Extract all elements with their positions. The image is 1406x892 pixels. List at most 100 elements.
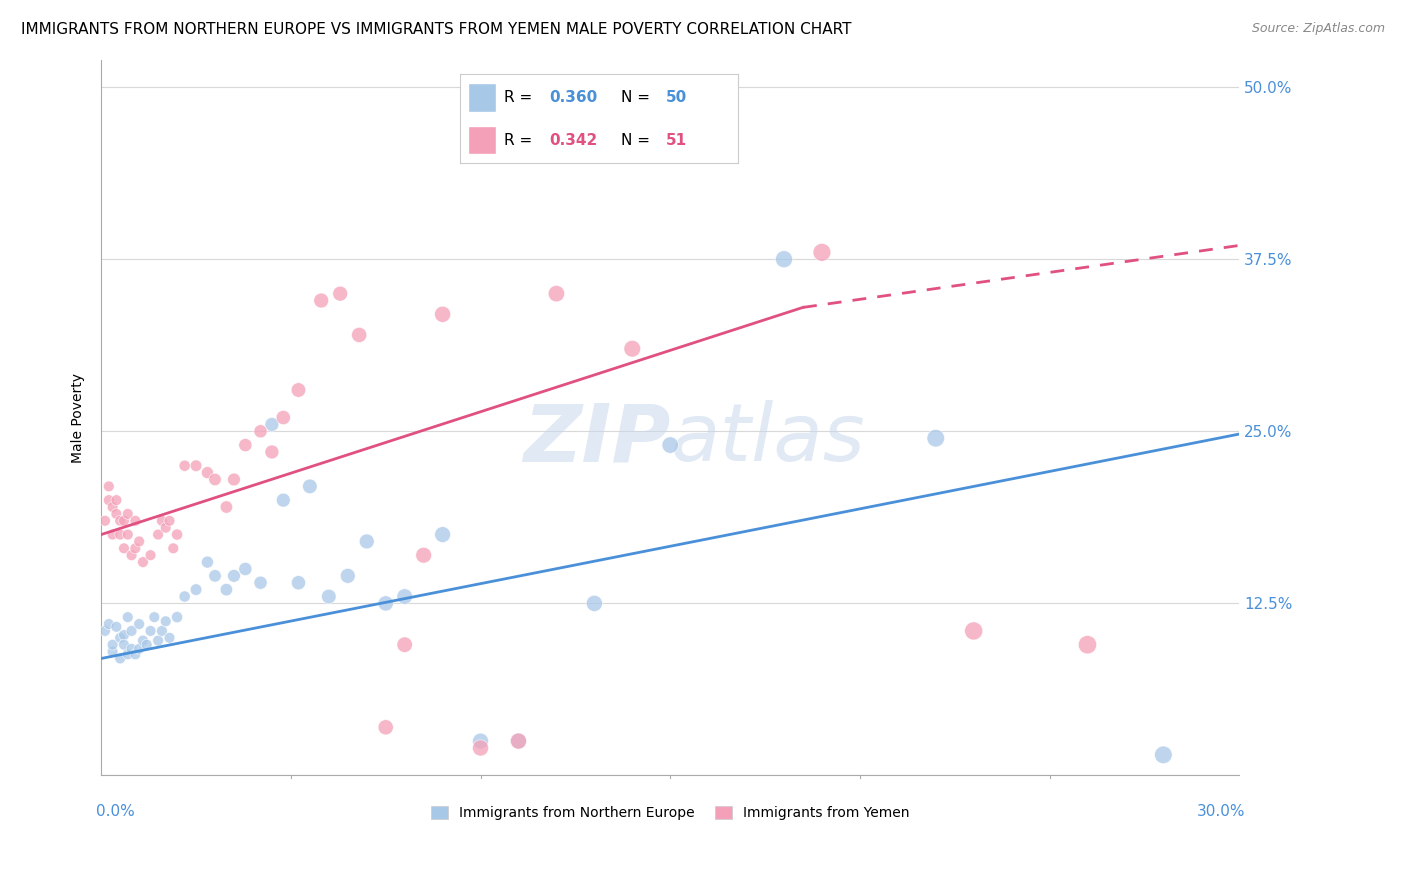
Point bbox=[508, 734, 530, 748]
Point bbox=[139, 624, 162, 638]
Point bbox=[298, 479, 321, 493]
Point bbox=[97, 479, 120, 493]
Point bbox=[271, 493, 294, 508]
Point bbox=[470, 734, 492, 748]
Point bbox=[583, 596, 606, 610]
Point bbox=[235, 438, 257, 452]
Point bbox=[204, 569, 226, 583]
Point bbox=[117, 648, 139, 662]
Point bbox=[173, 590, 195, 604]
Point bbox=[121, 624, 143, 638]
Point bbox=[146, 527, 169, 541]
Point bbox=[132, 633, 155, 648]
Point bbox=[347, 327, 370, 342]
Point bbox=[374, 596, 396, 610]
Point bbox=[108, 514, 131, 528]
Point bbox=[124, 541, 146, 556]
Point bbox=[697, 135, 720, 149]
Point bbox=[117, 527, 139, 541]
Point bbox=[1076, 638, 1098, 652]
Point bbox=[124, 514, 146, 528]
Point bbox=[159, 514, 181, 528]
Point bbox=[309, 293, 332, 308]
Text: 30.0%: 30.0% bbox=[1197, 804, 1244, 819]
Point bbox=[260, 445, 283, 459]
Point bbox=[112, 638, 135, 652]
Point bbox=[166, 610, 188, 624]
Point bbox=[470, 741, 492, 756]
Point bbox=[150, 514, 173, 528]
Point bbox=[963, 624, 986, 638]
Point bbox=[287, 383, 309, 397]
Point bbox=[94, 514, 117, 528]
Point bbox=[204, 473, 226, 487]
Point bbox=[108, 527, 131, 541]
Point bbox=[155, 615, 177, 629]
Point bbox=[101, 644, 124, 658]
Point bbox=[318, 590, 340, 604]
Point bbox=[329, 286, 352, 301]
Point bbox=[287, 575, 309, 590]
Point bbox=[112, 514, 135, 528]
Point bbox=[432, 307, 454, 321]
Point bbox=[146, 633, 169, 648]
Point bbox=[249, 425, 271, 439]
Point bbox=[155, 521, 177, 535]
Text: atlas: atlas bbox=[671, 400, 865, 478]
Point bbox=[1152, 747, 1174, 762]
Point bbox=[215, 582, 238, 597]
Point bbox=[394, 638, 416, 652]
Point bbox=[249, 575, 271, 590]
Point bbox=[101, 527, 124, 541]
Point bbox=[108, 651, 131, 665]
Point bbox=[184, 458, 207, 473]
Point bbox=[150, 624, 173, 638]
Point bbox=[925, 431, 948, 445]
Point bbox=[260, 417, 283, 432]
Point bbox=[97, 493, 120, 508]
Point bbox=[374, 720, 396, 734]
Point bbox=[143, 610, 166, 624]
Point bbox=[508, 734, 530, 748]
Legend: Immigrants from Northern Europe, Immigrants from Yemen: Immigrants from Northern Europe, Immigra… bbox=[426, 801, 915, 826]
Point bbox=[159, 631, 181, 645]
Point bbox=[117, 610, 139, 624]
Point bbox=[128, 641, 150, 656]
Point bbox=[215, 500, 238, 514]
Point bbox=[105, 620, 128, 634]
Point bbox=[108, 631, 131, 645]
Point bbox=[105, 507, 128, 521]
Point bbox=[394, 590, 416, 604]
Point bbox=[197, 466, 219, 480]
Point bbox=[546, 286, 568, 301]
Point bbox=[271, 410, 294, 425]
Point bbox=[621, 342, 644, 356]
Point bbox=[112, 541, 135, 556]
Point bbox=[166, 527, 188, 541]
Point bbox=[773, 252, 796, 267]
Point bbox=[162, 541, 184, 556]
Point bbox=[235, 562, 257, 576]
Point bbox=[128, 534, 150, 549]
Point bbox=[132, 555, 155, 569]
Point bbox=[121, 548, 143, 562]
Point bbox=[112, 628, 135, 642]
Point bbox=[124, 648, 146, 662]
Point bbox=[173, 458, 195, 473]
Point bbox=[128, 617, 150, 632]
Point bbox=[197, 555, 219, 569]
Y-axis label: Male Poverty: Male Poverty bbox=[72, 373, 86, 463]
Point bbox=[432, 527, 454, 541]
Text: Source: ZipAtlas.com: Source: ZipAtlas.com bbox=[1251, 22, 1385, 36]
Point bbox=[94, 624, 117, 638]
Point bbox=[101, 500, 124, 514]
Point bbox=[121, 641, 143, 656]
Text: IMMIGRANTS FROM NORTHERN EUROPE VS IMMIGRANTS FROM YEMEN MALE POVERTY CORRELATIO: IMMIGRANTS FROM NORTHERN EUROPE VS IMMIG… bbox=[21, 22, 852, 37]
Point bbox=[811, 245, 834, 260]
Point bbox=[105, 493, 128, 508]
Text: ZIP: ZIP bbox=[523, 400, 671, 478]
Point bbox=[101, 638, 124, 652]
Point bbox=[222, 569, 245, 583]
Text: 0.0%: 0.0% bbox=[96, 804, 134, 819]
Point bbox=[412, 548, 434, 562]
